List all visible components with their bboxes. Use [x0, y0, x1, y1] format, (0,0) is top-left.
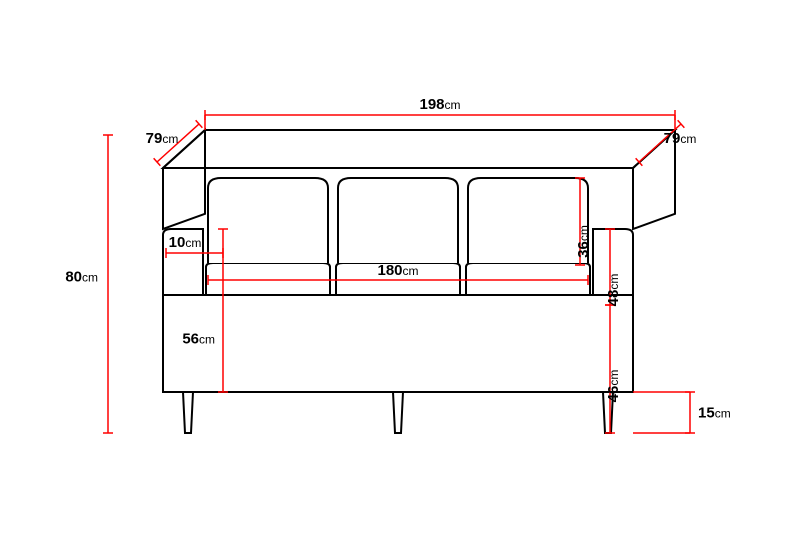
- sofa-outline: [163, 130, 675, 433]
- dim-seat-width: 180cm: [377, 262, 418, 279]
- dim-total-height: 80cm: [65, 269, 98, 286]
- dim-arm-width: 10cm: [169, 234, 202, 251]
- dim-arm-height: 56cm: [182, 331, 215, 348]
- dim-depth-right: 79cm: [664, 130, 697, 147]
- dim-base-clearance: 15cm: [698, 405, 731, 422]
- sofa-dimension-diagram: 198cm 79cm 79cm 80cm 56cm 10cm 180cm 36cm 48cm 46…: [0, 0, 800, 533]
- dim-seat-to-floor: 46cm: [605, 370, 622, 403]
- dim-total-width: 198cm: [419, 96, 460, 113]
- dim-back-cushion: 36cm: [575, 225, 592, 258]
- dim-depth-left: 79cm: [146, 130, 179, 147]
- dim-seat-height: 48cm: [605, 274, 622, 307]
